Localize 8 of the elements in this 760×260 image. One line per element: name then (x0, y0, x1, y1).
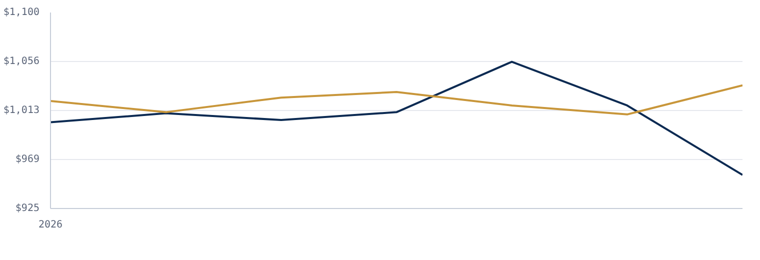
line-series (50, 60, 742, 176)
y-tick-label: $1,100 (3, 7, 40, 18)
line-series (50, 84, 742, 116)
y-tick-label: $925 (15, 203, 40, 214)
y-tick-label: $969 (15, 154, 40, 165)
y-tick-label: $1,056 (3, 56, 40, 67)
x-tick-label: 2026 (38, 220, 63, 230)
y-tick-label: $1,013 (3, 105, 40, 116)
